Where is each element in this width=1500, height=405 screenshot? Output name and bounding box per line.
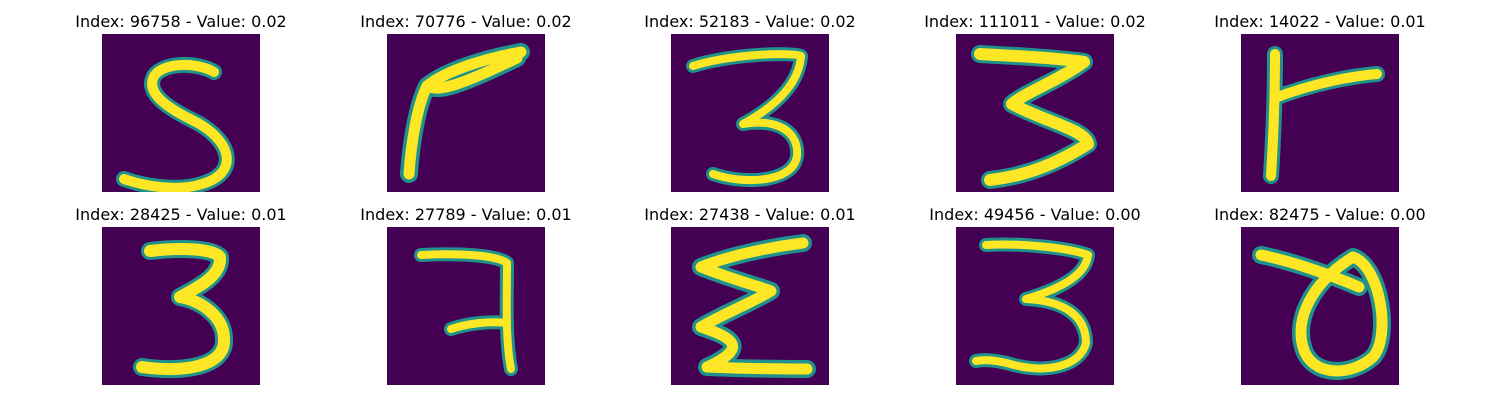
image-panel-3: Index: 52183 - Value: 0.02 xyxy=(644,12,856,212)
digit-7-icon xyxy=(387,227,545,385)
panel-title: Index: 14022 - Value: 0.01 xyxy=(1214,12,1426,31)
panel-title: Index: 96758 - Value: 0.02 xyxy=(75,12,287,31)
panel-title: Index: 82475 - Value: 0.00 xyxy=(1214,205,1426,224)
digit-5-icon xyxy=(102,34,260,192)
digit-3-icon xyxy=(956,34,1114,192)
digit-0-icon xyxy=(1241,227,1399,385)
digit-image xyxy=(956,227,1114,385)
digit-3-icon xyxy=(671,227,829,385)
image-panel-10: Index: 82475 - Value: 0.00 xyxy=(1214,205,1426,405)
digit-image xyxy=(1241,227,1399,385)
panel-title: Index: 52183 - Value: 0.02 xyxy=(644,12,856,31)
image-panel-4: Index: 111011 - Value: 0.02 xyxy=(924,12,1146,212)
digit-image xyxy=(387,34,545,192)
digit-image xyxy=(671,227,829,385)
image-panel-7: Index: 27789 - Value: 0.01 xyxy=(360,205,572,405)
image-panel-9: Index: 49456 - Value: 0.00 xyxy=(929,205,1141,405)
digit-image xyxy=(1241,34,1399,192)
digit-7-icon xyxy=(1241,34,1399,192)
panel-title: Index: 49456 - Value: 0.00 xyxy=(929,205,1141,224)
digit-image xyxy=(102,34,260,192)
digit-3-icon xyxy=(102,227,260,385)
digit-3-icon xyxy=(956,227,1114,385)
image-panel-5: Index: 14022 - Value: 0.01 xyxy=(1214,12,1426,212)
digit-image xyxy=(102,227,260,385)
image-panel-1: Index: 96758 - Value: 0.02 xyxy=(75,12,287,212)
panel-title: Index: 27438 - Value: 0.01 xyxy=(644,205,856,224)
digit-image xyxy=(956,34,1114,192)
image-panel-2: Index: 70776 - Value: 0.02 xyxy=(360,12,572,212)
image-panel-8: Index: 27438 - Value: 0.01 xyxy=(644,205,856,405)
digit-image xyxy=(671,34,829,192)
panel-title: Index: 111011 - Value: 0.02 xyxy=(924,12,1146,31)
digit-3-icon xyxy=(671,34,829,192)
digit-image xyxy=(387,227,545,385)
panel-title: Index: 27789 - Value: 0.01 xyxy=(360,205,572,224)
image-panel-6: Index: 28425 - Value: 0.01 xyxy=(75,205,287,405)
digit-7-icon xyxy=(387,34,545,192)
panel-title: Index: 70776 - Value: 0.02 xyxy=(360,12,572,31)
panel-title: Index: 28425 - Value: 0.01 xyxy=(75,205,287,224)
